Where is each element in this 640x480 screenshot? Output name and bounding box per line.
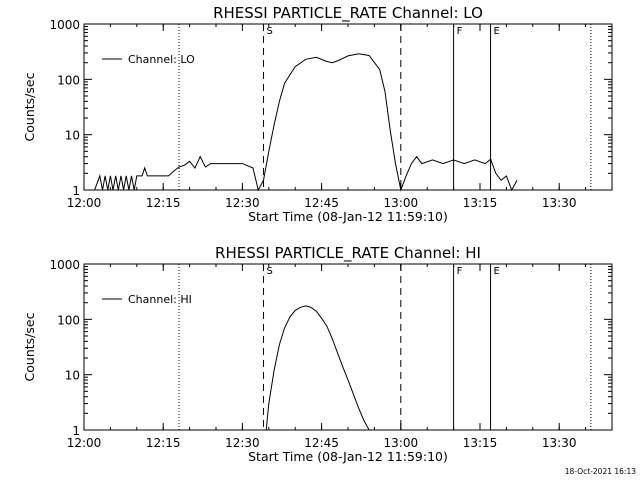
x-tick-label: 13:30 xyxy=(542,196,577,210)
x-tick-label: 13:30 xyxy=(542,436,577,450)
x-axis-label: Start Time (08-Jan-12 11:59:10) xyxy=(248,209,448,224)
legend-label: Channel: LO xyxy=(128,53,195,66)
x-tick-label: 13:15 xyxy=(463,436,498,450)
x-tick-label: 12:30 xyxy=(225,196,260,210)
plot-frame xyxy=(83,23,613,191)
event-marker-label: E xyxy=(494,26,500,37)
y-axis-label: Counts/sec xyxy=(22,312,37,381)
y-tick-label: 10 xyxy=(65,129,80,143)
y-tick-label: 100 xyxy=(57,313,80,327)
legend-label: Channel: HI xyxy=(128,293,192,306)
y-tick-label: 1 xyxy=(72,184,80,198)
chart-title: RHESSI PARTICLE_RATE Channel: HI xyxy=(215,244,481,263)
event-marker-label: S xyxy=(267,266,273,277)
x-axis-label: Start Time (08-Jan-12 11:59:10) xyxy=(248,449,448,464)
chart-title: RHESSI PARTICLE_RATE Channel: LO xyxy=(213,4,483,23)
y-tick-label: 1000 xyxy=(49,18,80,32)
data-series-line xyxy=(94,53,518,192)
data-series-line xyxy=(265,305,370,431)
chart-panel-2: RHESSI PARTICLE_RATE Channel: HI 12:00 12:… xyxy=(22,244,613,464)
plot-frame xyxy=(83,263,613,431)
event-marker-label: E xyxy=(494,266,500,277)
y-tick-label: 1 xyxy=(72,424,80,438)
x-tick-label: 12:00 xyxy=(67,196,102,210)
footer-timestamp: 18-Oct-2021 16:13 xyxy=(565,467,636,476)
y-tick-label: 100 xyxy=(57,73,80,87)
event-marker-label: S xyxy=(267,26,273,37)
x-tick-label: 13:00 xyxy=(384,196,419,210)
y-axis-label: Counts/sec xyxy=(22,72,37,141)
x-tick-label: 12:00 xyxy=(67,436,102,450)
x-tick-label: 12:15 xyxy=(146,436,181,450)
y-tick-label: 10 xyxy=(65,369,80,383)
event-marker-label: F xyxy=(457,266,463,277)
x-tick-label: 12:45 xyxy=(304,196,339,210)
chart-panel-1: RHESSI PARTICLE_RATE Channel: LO 12:00 12:… xyxy=(22,4,613,224)
x-tick-label: 13:00 xyxy=(384,436,419,450)
event-marker-label: F xyxy=(457,26,463,37)
x-tick-label: 12:45 xyxy=(304,436,339,450)
x-tick-label: 12:30 xyxy=(225,436,260,450)
x-tick-label: 12:15 xyxy=(146,196,181,210)
y-tick-label: 1000 xyxy=(49,258,80,272)
x-tick-label: 13:15 xyxy=(463,196,498,210)
